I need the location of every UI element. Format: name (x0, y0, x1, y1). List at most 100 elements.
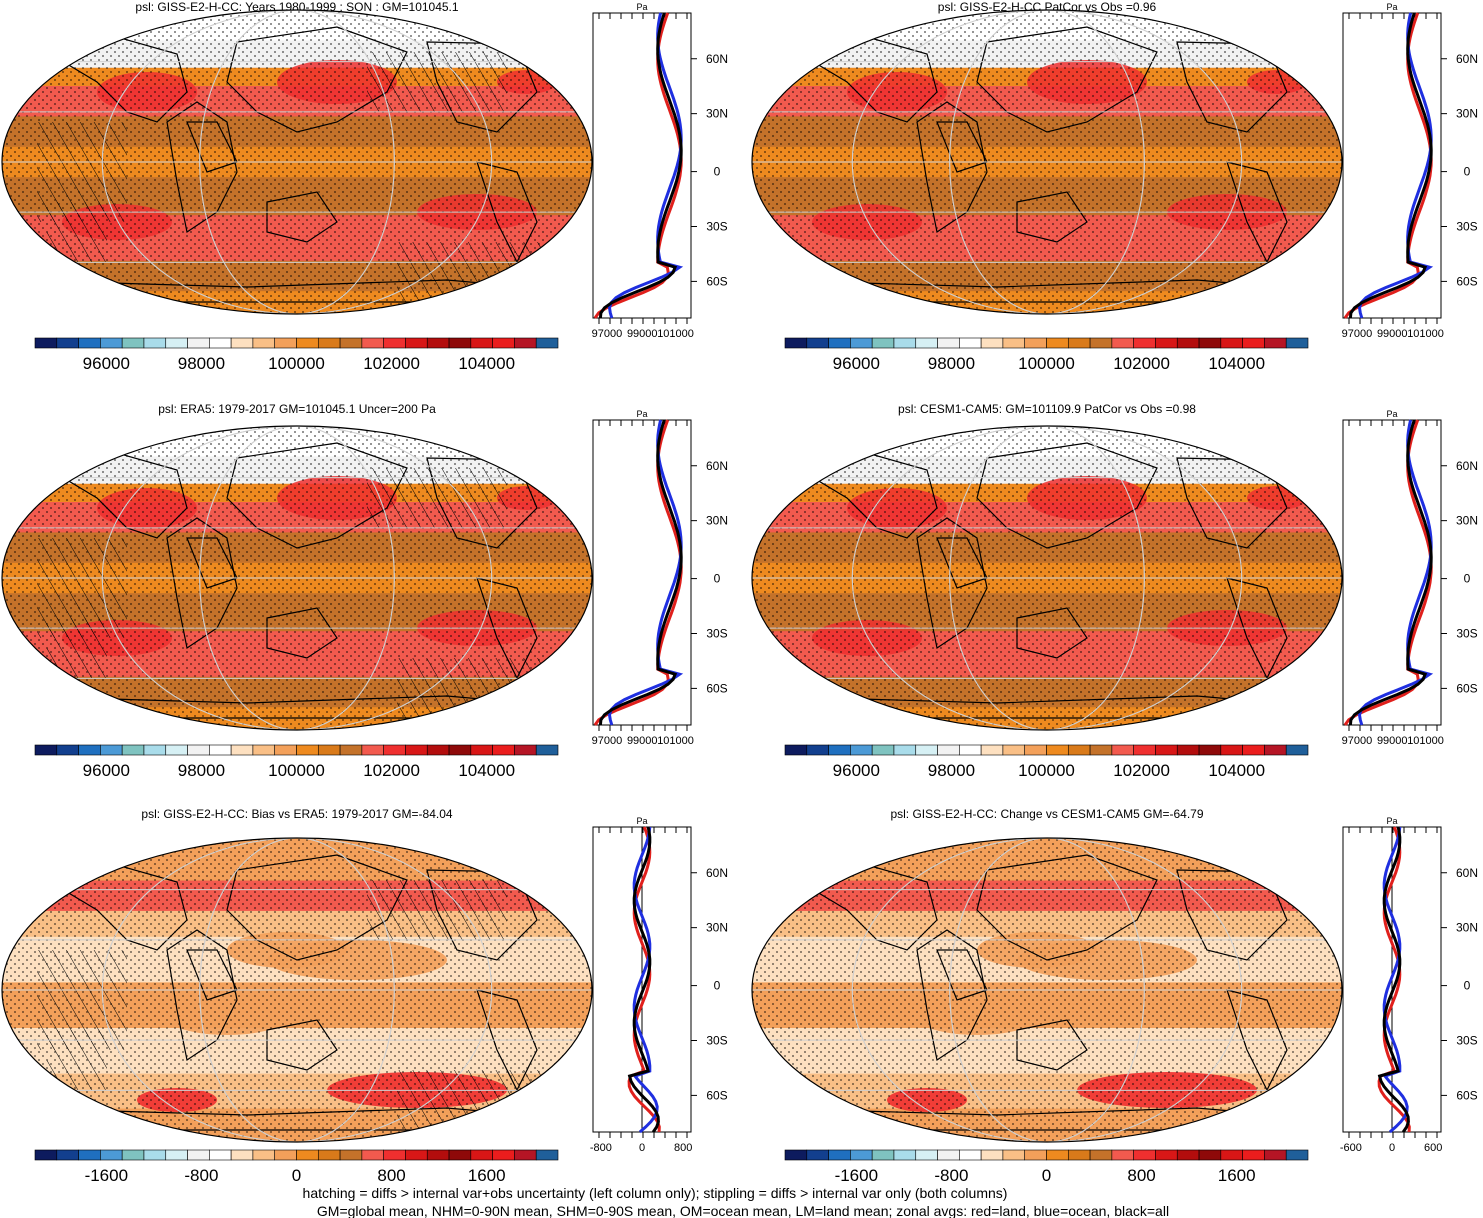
colorbar-swatch (828, 337, 851, 349)
colorbar-tick-label: 98000 (928, 761, 975, 780)
colorbar-swatch (1067, 1149, 1091, 1161)
colorbar-swatch (339, 744, 363, 756)
globe-map (751, 425, 1343, 731)
colorbar-tick-label: 96000 (833, 761, 880, 780)
coastline (45, 36, 188, 123)
zonal-mean-plot: Pa 60N 30N 0 30S 60S 97000 99000 101000 (1342, 2, 1478, 340)
colorbar-swatch (1111, 744, 1134, 756)
zonal-lat-label: 30N (706, 514, 728, 528)
colorbar-swatch (470, 1149, 493, 1161)
graticule-lon (949, 10, 1145, 314)
zonal-all-curve (1348, 419, 1433, 726)
colorbar-swatch (959, 337, 982, 349)
zonal-land-curve (1377, 826, 1411, 1133)
colorbar: 96000 98000 100000 102000 104000 (784, 744, 1309, 780)
colorbar-swatch (871, 337, 895, 349)
zonal-mean-plot: Pa 60N 30N 0 30S 60S 97000 99000 101000 (1342, 409, 1478, 747)
colorbar-swatch (448, 337, 472, 349)
colorbar-tick-label: 1600 (468, 1166, 506, 1185)
colorbar-swatch (1002, 337, 1026, 349)
colorbar-swatch (915, 744, 938, 756)
zonal-x-label: 101000 (657, 328, 694, 340)
zonal-lat-label: 0 (1464, 165, 1471, 179)
coastline (976, 26, 1158, 133)
colorbar-swatch (274, 337, 297, 349)
colorbar-swatch (1089, 1149, 1113, 1161)
zonal-lat-label: 30N (706, 107, 728, 121)
colorbar: -1600 -800 0 800 1600 (34, 1149, 559, 1185)
colorbar-swatch (383, 337, 406, 349)
colorbar-swatch (361, 1149, 384, 1161)
colorbar-tick-label: 96000 (83, 354, 130, 373)
coastline (266, 607, 338, 659)
zonal-lat-label: 0 (1464, 979, 1471, 993)
colorbar-swatch (317, 744, 341, 756)
coastline (226, 854, 408, 961)
zonal-lat-label: 60S (1456, 681, 1477, 695)
zonal-x-label: 0 (639, 1142, 645, 1154)
coastline (1016, 607, 1088, 659)
zonal-mean-plot: Pa 60N 30N 0 30S 60S -600 0 600 (1340, 816, 1478, 1154)
colorbar-swatch (100, 337, 123, 349)
colorbar-swatch (274, 1149, 297, 1161)
colorbar-swatch (1264, 744, 1287, 756)
colorbar-swatch (1220, 1149, 1243, 1161)
colorbar-swatch (893, 1149, 917, 1161)
colorbar-swatch (143, 1149, 167, 1161)
zonal-x-label: 97000 (592, 735, 623, 747)
colorbar-swatch (1024, 744, 1047, 756)
zonal-unit: Pa (1386, 2, 1397, 12)
colorbar-swatch (1089, 744, 1113, 756)
zonal-x-label: 101000 (657, 735, 694, 747)
zonal-lat-label: 0 (714, 572, 721, 586)
colorbar-swatch (1242, 337, 1265, 349)
panel-1: psl: GISS-E2-H-CC: Years 1980-1999 : SON… (1, 0, 728, 373)
colorbar-tick-label: 1600 (1218, 1166, 1256, 1185)
colorbar-swatch (187, 744, 210, 756)
colorbar-swatch (470, 337, 493, 349)
colorbar-swatch (296, 1149, 319, 1161)
graticule-lon (949, 426, 1145, 730)
zonal-x-label: 99000 (627, 328, 658, 340)
zonal-x-label: 600 (1424, 1142, 1442, 1154)
colorbar-tick-label: 104000 (1208, 354, 1265, 373)
colorbar-swatch (1002, 744, 1026, 756)
colorbar-tick-label: -1600 (85, 1166, 128, 1185)
panel-title: psl: GISS-E2-H-CC: Change vs CESM1-CAM5 … (890, 807, 1203, 821)
coastline (266, 191, 338, 243)
zonal-lat-label: 60N (706, 52, 728, 66)
colorbar-swatch (143, 337, 167, 349)
zonal-lat-label: 30S (706, 220, 727, 234)
zonal-x-label: 101000 (1407, 328, 1444, 340)
colorbar-tick-label: 98000 (928, 354, 975, 373)
colorbar-tick-label: 100000 (268, 761, 325, 780)
colorbar-swatch (937, 337, 960, 349)
colorbar-swatch (165, 744, 188, 756)
zonal-unit: Pa (1386, 409, 1397, 419)
coastline (166, 929, 238, 1061)
zonal-land-curve (627, 826, 661, 1133)
colorbar-swatch (383, 744, 406, 756)
zonal-x-label: 800 (674, 1142, 692, 1154)
colorbar-swatch (339, 337, 363, 349)
colorbar-swatch (383, 1149, 406, 1161)
colorbar-tick-label: 100000 (1018, 761, 1075, 780)
colorbar-tick-label: 96000 (833, 354, 880, 373)
zonal-x-label: 99000 (1377, 735, 1408, 747)
colorbar-swatch (850, 337, 873, 349)
colorbar-tick-label: 0 (292, 1166, 301, 1185)
zonal-ocean-curve (1357, 12, 1434, 319)
zonal-x-label: 0 (1389, 1142, 1395, 1154)
colorbar-swatch (535, 1149, 559, 1161)
colorbar-swatch (1067, 337, 1091, 349)
zonal-ocean-curve (1382, 826, 1409, 1134)
colorbar-swatch (230, 1149, 254, 1161)
colorbar-swatch (1198, 337, 1222, 349)
colorbar-swatch (361, 337, 384, 349)
colorbar-swatch (34, 744, 58, 756)
colorbar-swatch (1089, 337, 1113, 349)
zonal-x-label: -600 (1340, 1142, 1362, 1154)
zonal-ocean-curve (1357, 419, 1434, 726)
zonal-x-label: 101000 (1407, 735, 1444, 747)
colorbar-swatch (937, 1149, 960, 1161)
